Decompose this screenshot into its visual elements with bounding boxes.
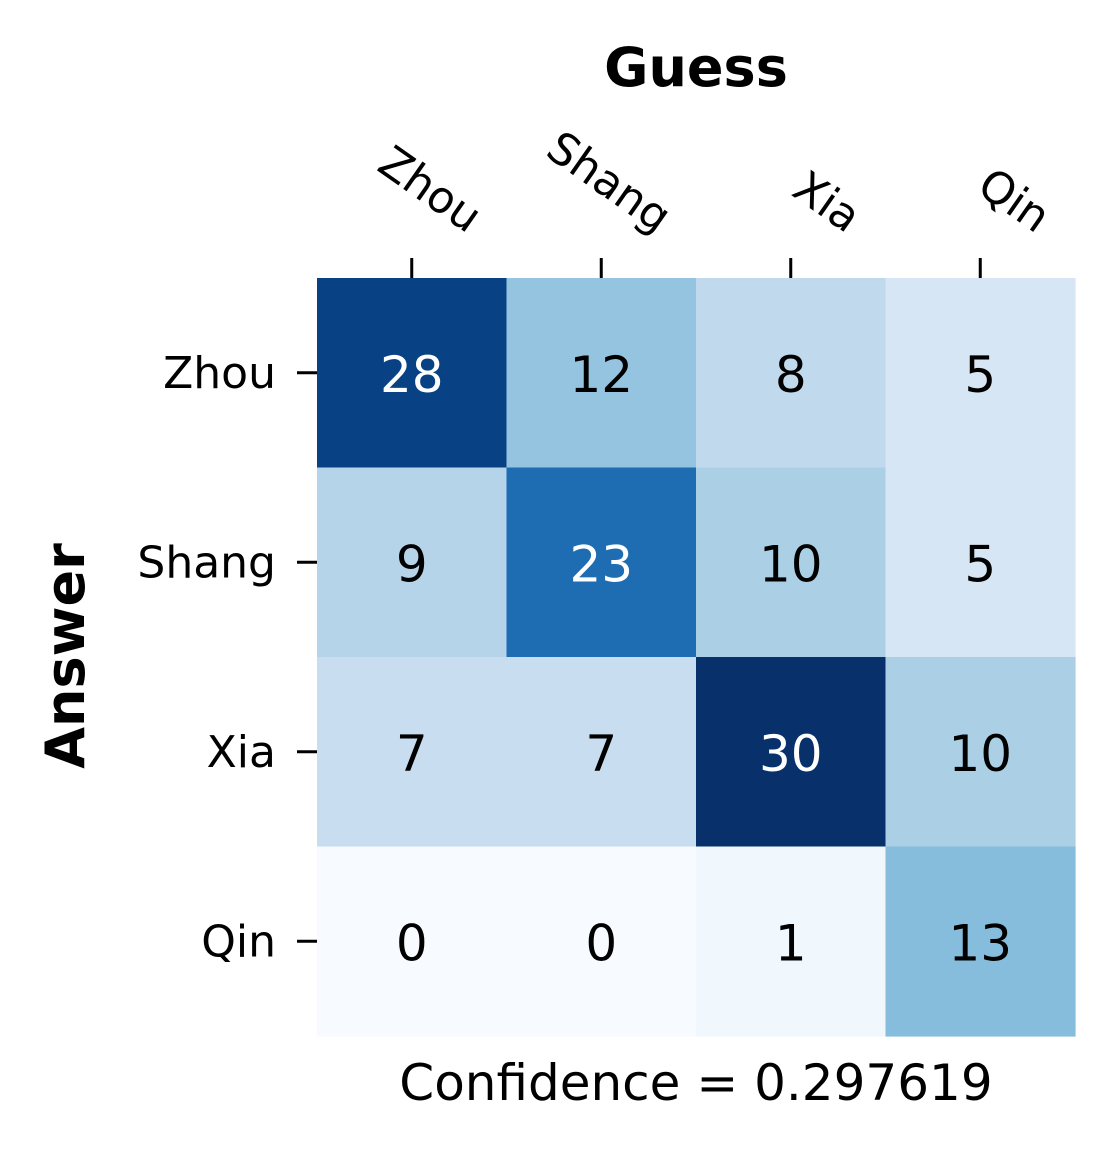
cell-value-label: 5 xyxy=(964,535,996,593)
heatmap-cell xyxy=(506,846,697,1037)
x-axis: Zhou Shang Xia Qin xyxy=(369,122,1059,278)
heatmap-cell xyxy=(317,278,508,469)
cell-value-label: 28 xyxy=(380,346,444,404)
cell-value-label: 9 xyxy=(396,535,428,593)
cell-value-label: 0 xyxy=(396,914,428,972)
cell-value-label: 0 xyxy=(585,914,617,972)
heatmap-cell xyxy=(696,467,887,658)
cell-value-label: 12 xyxy=(569,346,633,404)
x-tick-label: Qin xyxy=(969,158,1059,243)
cell-value-label: 10 xyxy=(948,725,1012,783)
heatmap-cell xyxy=(506,467,697,658)
x-tick-label: Xia xyxy=(784,161,870,243)
heatmap-cell xyxy=(317,657,508,848)
cell-value-label: 1 xyxy=(775,914,807,972)
cell-value-label: 13 xyxy=(948,914,1012,972)
x-axis-title: Guess xyxy=(604,36,788,99)
heatmap-cell xyxy=(885,278,1076,469)
heatmap-cell xyxy=(885,846,1076,1037)
heatmap-cell xyxy=(885,467,1076,658)
y-axis-title: Answer xyxy=(34,543,97,769)
heatmap-cell xyxy=(506,278,697,469)
cell-value-labels: 28 12 8 5 9 23 10 5 7 7 30 10 0 0 1 13 xyxy=(380,346,1012,973)
cell-value-label: 7 xyxy=(396,725,428,783)
cell-value-label: 23 xyxy=(569,535,633,593)
cell-value-label: 7 xyxy=(585,725,617,783)
y-tick-label: Shang xyxy=(137,537,276,588)
y-tick-label: Qin xyxy=(201,916,276,967)
heatmap-cell xyxy=(506,657,697,848)
x-tick-label: Zhou xyxy=(369,137,491,244)
x-tick-label: Shang xyxy=(537,122,680,243)
heatmap-cell xyxy=(317,467,508,658)
cell-value-label: 30 xyxy=(759,725,823,783)
heatmap-cell xyxy=(696,657,887,848)
cell-value-label: 5 xyxy=(964,346,996,404)
y-tick-label: Zhou xyxy=(163,348,276,399)
confidence-annotation: Confidence = 0.297619 xyxy=(399,1054,992,1112)
y-tick-label: Xia xyxy=(207,727,276,778)
cell-value-label: 8 xyxy=(775,346,807,404)
heatmap-cell xyxy=(317,846,508,1037)
heatmap-cell xyxy=(696,278,887,469)
cell-value-label: 10 xyxy=(759,535,823,593)
heatmap-cell xyxy=(696,846,887,1037)
heatmap-cell xyxy=(885,657,1076,848)
y-axis: Zhou Shang Xia Qin xyxy=(137,348,317,967)
heatmap-cells xyxy=(317,278,1076,1037)
